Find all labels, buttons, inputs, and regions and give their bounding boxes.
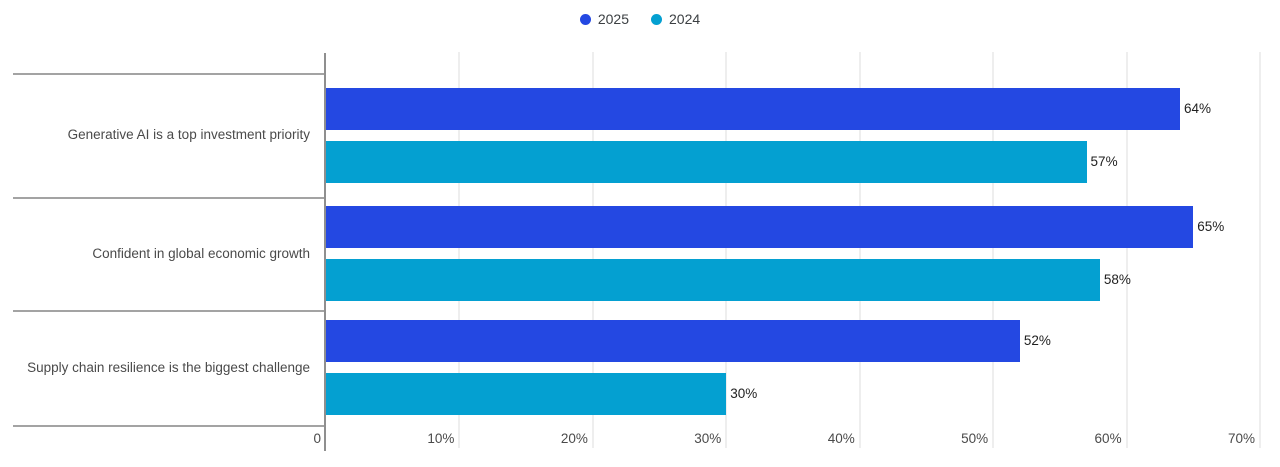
bar-value-label: 65% [1197,219,1225,234]
category-divider-line [13,310,324,312]
bar-value-label: 58% [1103,272,1131,287]
x-tick-label: 60% [1094,431,1122,446]
legend-label: 2025 [597,11,629,27]
category-label: Confident in global economic growth [92,245,310,261]
x-tick-label: 20% [560,431,588,446]
chart-legend: 2025 2024 [0,11,1280,27]
legend-dot-icon [579,13,591,25]
bar-2025[interactable] [326,320,1020,362]
x-gridline [591,52,594,448]
x-gridline [992,52,995,448]
x-tick-label: 0 [313,431,321,446]
bar-value-label: 57% [1090,153,1118,169]
bar-2025[interactable] [326,206,1194,248]
y-axis-line [324,53,326,451]
x-gridline [1259,52,1261,448]
x-gridline [458,52,461,448]
x-gridline [1125,52,1128,448]
category-label: Generative AI is a top investment priori… [67,127,310,142]
bar-2024[interactable] [326,373,727,415]
x-tick-label: 30% [694,431,722,446]
bar-value-label: 64% [1183,100,1211,116]
x-tick-label: 10% [427,431,455,446]
category-divider-line [13,197,324,199]
x-gridline [858,52,861,448]
legend-dot-icon [651,13,662,25]
bar-value-label: 52% [1023,333,1051,348]
bar-value-label: 30% [730,386,758,401]
category-divider-line [13,73,324,75]
x-gridline [725,52,728,448]
bar-2025[interactable] [326,87,1180,130]
legend-label: 2024 [669,11,701,27]
legend-item-2025[interactable]: 2025 [579,11,629,27]
bar-2024[interactable] [326,140,1087,183]
x-tick-label: 70% [1227,431,1255,446]
category-divider-line [13,425,324,427]
legend-item-2024[interactable]: 2024 [651,11,700,27]
x-tick-label: 40% [827,431,855,446]
category-label: Supply chain resilience is the biggest c… [27,359,310,375]
bar-2024[interactable] [326,259,1100,301]
x-tick-label: 50% [961,431,989,446]
